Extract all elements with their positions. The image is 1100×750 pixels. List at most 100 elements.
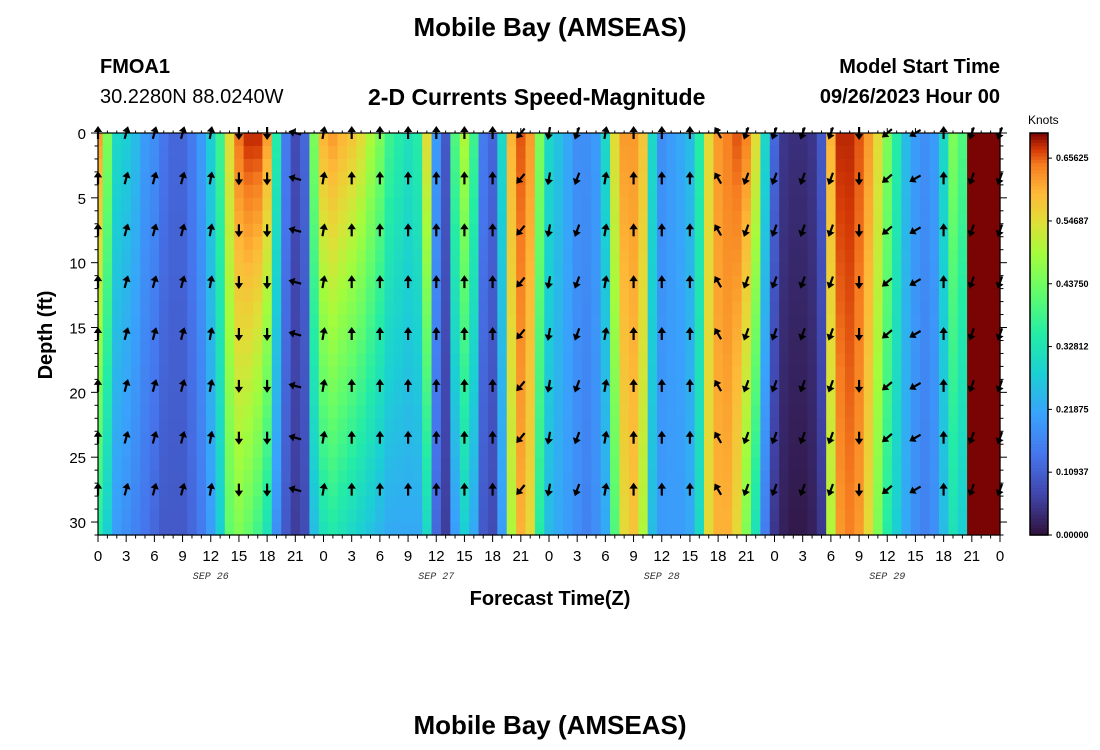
heatmap-cell: [929, 145, 940, 160]
heatmap-cell: [976, 171, 987, 186]
heatmap-cell: [375, 509, 386, 523]
heatmap-cell: [591, 522, 602, 536]
heatmap-cell: [882, 184, 893, 199]
heatmap-cell: [450, 236, 461, 251]
heatmap-cell: [534, 470, 545, 484]
heatmap-cell: [882, 405, 893, 419]
heatmap-cell: [206, 470, 217, 484]
heatmap-cell: [497, 353, 508, 368]
heatmap-cell: [948, 301, 959, 316]
heatmap-cell: [647, 145, 658, 160]
heatmap-cell: [948, 522, 959, 536]
heatmap-cell: [788, 301, 799, 316]
heatmap-cell: [318, 301, 329, 316]
heatmap-cell: [309, 392, 320, 406]
heatmap-cell: [328, 444, 339, 458]
heatmap-cell: [271, 210, 282, 225]
heatmap-cell: [318, 197, 329, 212]
heatmap-cell: [281, 249, 292, 264]
heatmap-cell: [346, 405, 357, 419]
heatmap-cell: [544, 288, 555, 303]
heatmap-cell: [506, 262, 517, 277]
heatmap-cell: [826, 509, 837, 523]
heatmap-cell: [760, 210, 771, 225]
heatmap-cell: [431, 418, 442, 432]
heatmap-cell: [779, 418, 790, 432]
heatmap-cell: [478, 262, 489, 277]
current-arrow: [939, 327, 948, 340]
heatmap-cell: [835, 431, 846, 445]
heatmap-cell: [140, 457, 151, 471]
heatmap-cell: [196, 522, 207, 536]
heatmap-cell: [422, 314, 433, 329]
heatmap-cell: [328, 470, 339, 484]
current-arrow: [375, 275, 385, 289]
heatmap-cell: [224, 470, 235, 484]
heatmap-cell: [422, 392, 433, 406]
heatmap-cell: [920, 158, 931, 173]
heatmap-cell: [741, 366, 752, 380]
heatmap-cell: [901, 509, 912, 523]
heatmap-cell: [450, 262, 461, 277]
heatmap-cell: [920, 133, 931, 147]
heatmap-cell: [497, 133, 508, 147]
current-arrow: [713, 431, 723, 444]
heatmap-cell: [563, 210, 574, 225]
heatmap-cell: [863, 171, 874, 186]
heatmap-cell: [168, 158, 179, 173]
heatmap-cell: [873, 405, 884, 419]
heatmap-cell: [779, 275, 790, 290]
heatmap-cell: [835, 340, 846, 355]
heatmap-cell: [675, 145, 686, 160]
heatmap-cell: [929, 184, 940, 199]
heatmap-cell: [713, 496, 724, 510]
heatmap-cell: [882, 314, 893, 329]
heatmap-cell: [619, 197, 630, 212]
heatmap-cell: [694, 145, 705, 160]
heatmap-cell: [98, 405, 104, 419]
heatmap-cell: [168, 223, 179, 238]
heatmap-cell: [506, 418, 517, 432]
heatmap-cell: [525, 197, 536, 212]
heatmap-cell: [873, 249, 884, 264]
heatmap-cell: [873, 353, 884, 368]
colorbar-segment: [1030, 330, 1048, 335]
heatmap-cell: [337, 418, 348, 432]
heatmap-cell: [713, 236, 724, 251]
heatmap-cell: [957, 133, 968, 147]
heatmap-cell: [450, 457, 461, 471]
heatmap-cell: [751, 470, 762, 484]
heatmap-cell: [544, 314, 555, 329]
heatmap-cell: [300, 353, 311, 368]
heatmap-cell: [487, 249, 498, 264]
heatmap-cell: [854, 133, 865, 147]
heatmap-cell: [797, 340, 808, 355]
heatmap-cell: [835, 145, 846, 160]
heatmap-cell: [844, 366, 855, 380]
heatmap-cell: [384, 223, 395, 238]
heatmap-cell: [375, 418, 386, 432]
heatmap-cell: [300, 223, 311, 238]
heatmap-cell: [835, 197, 846, 212]
heatmap-cell: [243, 236, 254, 251]
heatmap-cell: [196, 210, 207, 225]
heatmap-cell: [873, 301, 884, 316]
heatmap-cell: [722, 392, 733, 406]
heatmap-cell: [957, 340, 968, 355]
heatmap-cell: [403, 509, 414, 523]
heatmap-cell: [807, 210, 818, 225]
heatmap-cell: [450, 133, 461, 147]
heatmap-cell: [393, 145, 404, 160]
heatmap-cell: [704, 288, 715, 303]
heatmap-cell: [891, 314, 902, 329]
heatmap-cell: [506, 236, 517, 251]
heatmap-cell: [666, 431, 677, 445]
heatmap-cell: [854, 236, 865, 251]
heatmap-cell: [159, 236, 170, 251]
heatmap-cell: [328, 236, 339, 251]
x-tick-label: 6: [601, 548, 609, 565]
heatmap-cell: [751, 405, 762, 419]
heatmap-cell: [826, 405, 837, 419]
heatmap-cell: [140, 353, 151, 368]
heatmap-cell: [497, 483, 508, 497]
